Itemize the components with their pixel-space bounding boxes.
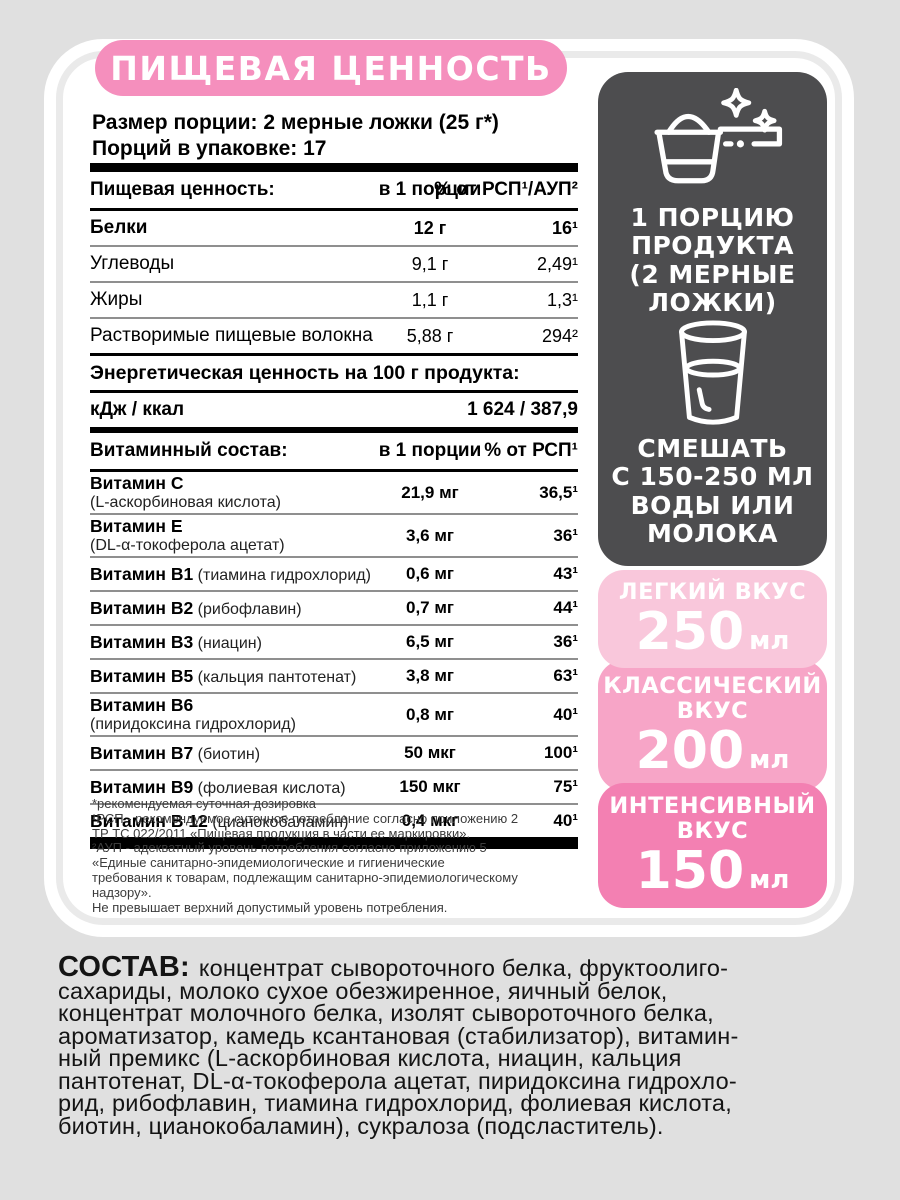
col-per-serving: в 1 порции (378, 440, 482, 461)
servings-per-pack: Порций в упаковке: 17 (92, 137, 327, 160)
vitamin-amount: 150 мкг (399, 777, 461, 796)
vitamin-percent: 36¹ (553, 632, 578, 651)
vitamin-percent: 43¹ (553, 564, 578, 583)
vitamin-percent: 63¹ (553, 666, 578, 685)
vitamin-amount: 3,6 мг (405, 525, 454, 545)
vitamin-name: Витамин B9 (фолиевая кислота) (90, 776, 346, 797)
composition: СОСТАВ: концентрат сывороточного белка, ф… (58, 953, 868, 1139)
vitamin-amount: 6,5 мг (405, 632, 454, 651)
flavor-box-intense: ИНТЕНСИВНЫЙ ВКУС 150 мл (598, 783, 827, 908)
nutrient-name: Белки (90, 217, 148, 238)
serving-size: Размер порции: 2 мерные ложки (25 г*) (92, 111, 499, 134)
page-title: ПИЩЕВАЯ ЦЕННОСТЬ (110, 48, 552, 88)
serving-info: Размер порции: 2 мерные ложки (25 г*) По… (92, 110, 582, 162)
vitamin-name: Витамин B1 (тиамина гидрохлорид) (90, 563, 371, 584)
scoop-icon (633, 88, 793, 204)
instructions-panel: 1 ПОРЦИЮ ПРОДУКТА (2 МЕРНЫЕ ЛОЖКИ) СМЕША… (598, 72, 827, 566)
table-row: Белки 12 г 16¹ (90, 211, 578, 247)
flavor-label: ЛЕГКИЙ ВКУС (618, 578, 807, 605)
composition-text: концентрат сывороточного белка, фруктоол… (58, 955, 739, 1139)
nutrient-percent: 16¹ (551, 217, 578, 238)
vitamin-name: Витамин C (L-аскорбиновая кислота) (90, 473, 281, 511)
table-row: Растворимые пищевые волокна 5,88 г 294² (90, 319, 578, 356)
vitamin-name: Витамин B3 (ниацин) (90, 631, 262, 652)
col-percent: % от РСП¹ (484, 440, 578, 461)
vitamin-amount: 0,8 мг (405, 704, 454, 724)
vitamin-name: Витамин В 12 (цианокобаламин) (90, 810, 349, 831)
footnotes: *рекомендуемая суточная дозировка ¹РСП -… (92, 796, 519, 915)
nutrient-percent: 1,3¹ (546, 289, 578, 310)
composition-label: СОСТАВ: (58, 951, 190, 983)
nutrition-table: Пищевая ценность: в 1 порции % от РСП¹/А… (90, 163, 578, 849)
mix-instruction: СМЕШАТЬ С 150-250 МЛ ВОДЫ ИЛИ МОЛОКА (611, 434, 814, 548)
energy-name: кДж / ккал (90, 399, 185, 420)
table-row: Витамин B2 (рибофлавин) 0,7 мг 44¹ (90, 592, 578, 626)
vitamin-percent: 40¹ (553, 704, 578, 724)
vitamin-name: Витамин B2 (рибофлавин) (90, 597, 302, 618)
table-row: Жиры 1,1 г 1,3¹ (90, 283, 578, 319)
table-mid-bar (90, 427, 578, 433)
vitamin-name: Витамин B6 (пиридоксина гидрохлорид) (90, 695, 296, 733)
nutrient-amount: 12 г (413, 217, 447, 238)
page-title-pill: ПИЩЕВАЯ ЦЕННОСТЬ (95, 40, 567, 96)
nutrient-amount: 5,88 г (406, 325, 454, 346)
nutrition-table-header: Пищевая ценность: в 1 порции % от РСП¹/А… (90, 172, 578, 211)
flavor-volume: 250 мл (635, 602, 790, 663)
vitamin-name: Витамин B7 (биотин) (90, 742, 261, 763)
vitamin-amount: 0,4 мкг (401, 811, 459, 830)
table-row: Витамин B5 (кальция пантотенат) 3,8 мг 6… (90, 660, 578, 694)
table-row: Витамин B3 (ниацин) 6,5 мг 36¹ (90, 626, 578, 660)
vitamin-percent: 40¹ (553, 811, 578, 830)
vitamin-percent: 44¹ (553, 598, 578, 617)
nutrient-amount: 1,1 г (411, 289, 449, 310)
vitamin-percent: 100¹ (543, 743, 578, 762)
energy-value: 1 624 / 387,9 (467, 399, 578, 420)
flavor-box-light: ЛЕГКИЙ ВКУС 250 мл (598, 570, 827, 668)
table-row: Витамин B7 (биотин) 50 мкг 100¹ (90, 737, 578, 771)
nutrient-name: Жиры (90, 289, 143, 310)
flavor-volume: 200 мл (635, 720, 790, 781)
table-row: Углеводы 9,1 г 2,49¹ (90, 247, 578, 283)
vitamin-amount: 0,6 мг (405, 564, 454, 583)
vitamin-percent: 36,5¹ (539, 482, 578, 502)
table-row: Витамин B1 (тиамина гидрохлорид) 0,6 мг … (90, 558, 578, 592)
table-row: Витамин C (L-аскорбиновая кислота) 21,9 … (90, 472, 578, 515)
nutrient-amount: 9,1 г (411, 253, 449, 274)
col-name: Пищевая ценность: (90, 179, 275, 200)
table-row: Витамин В 12 (цианокобаламин) 0,4 мкг 40… (90, 805, 578, 837)
glass-icon (663, 317, 763, 435)
vitamin-amount: 21,9 мг (401, 482, 459, 502)
vitamin-table-header: Витаминный состав: в 1 порции % от РСП¹ (90, 433, 578, 472)
table-top-bar (90, 163, 578, 172)
energy-row: кДж / ккал 1 624 / 387,9 (90, 393, 578, 427)
nutrient-percent: 294² (541, 325, 578, 346)
flavor-label: ИНТЕНСИВНЫЙ ВКУС (609, 793, 816, 844)
flavor-label: КЛАССИЧЕСКИЙ ВКУС (603, 673, 822, 724)
nutrient-name: Растворимые пищевые волокна (90, 325, 373, 346)
flavor-box-classic: КЛАССИЧЕСКИЙ ВКУС 200 мл (598, 660, 827, 791)
energy-section-header: Энергетическая ценность на 100 г продукт… (90, 356, 578, 393)
portion-instruction: 1 ПОРЦИЮ ПРОДУКТА (2 МЕРНЫЕ ЛОЖКИ) (629, 203, 796, 317)
flavor-volume: 150 мл (635, 840, 790, 901)
table-bottom-bar (90, 837, 578, 849)
vitamin-amount: 3,8 мг (405, 666, 454, 685)
table-row: Витамин E (DL-α-токоферола ацетат) 3,6 м… (90, 515, 578, 558)
nutrient-percent: 2,49¹ (536, 253, 578, 274)
col-percent: % от РСП¹/АУП² (434, 179, 578, 200)
vitamin-percent: 75¹ (553, 777, 578, 796)
table-row: Витамин B9 (фолиевая кислота) 150 мкг 75… (90, 771, 578, 805)
vitamin-name: Витамин B5 (кальция пантотенат) (90, 665, 357, 686)
vitamin-amount: 50 мкг (404, 743, 456, 762)
col-per-serving: в 1 порции (378, 179, 482, 200)
nutrient-name: Углеводы (90, 253, 175, 274)
col-name: Витаминный состав: (90, 440, 288, 461)
table-row: Витамин B6 (пиридоксина гидрохлорид) 0,8… (90, 694, 578, 737)
vitamin-amount: 0,7 мг (405, 598, 454, 617)
vitamin-name: Витамин E (DL-α-токоферола ацетат) (90, 516, 285, 554)
vitamin-percent: 36¹ (553, 525, 578, 545)
